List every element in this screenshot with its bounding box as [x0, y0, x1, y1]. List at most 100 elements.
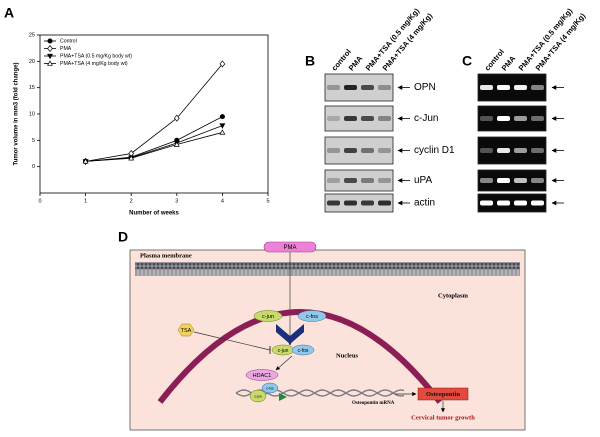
hdac1 — [245, 369, 279, 381]
y-tick-label: 5 — [32, 138, 35, 144]
legend-marker — [46, 60, 54, 66]
marker — [219, 60, 226, 68]
band — [361, 148, 374, 153]
legend-marker — [47, 44, 53, 53]
cjun — [253, 310, 283, 322]
label: Plasma membrane — [140, 252, 192, 259]
band — [361, 85, 374, 90]
cfos — [291, 344, 315, 356]
gel — [477, 105, 547, 132]
band — [378, 178, 391, 183]
label: c-fos — [266, 386, 274, 390]
band — [514, 85, 527, 90]
osteopontin-box — [417, 387, 469, 401]
y-tick-label: 20 — [29, 59, 35, 65]
legend-marker — [47, 38, 53, 44]
tsa-hexagon — [177, 323, 195, 337]
gel — [477, 169, 547, 192]
blot — [324, 193, 394, 213]
y-tick-label: 0 — [32, 164, 35, 170]
row-label: c-Jun — [414, 113, 438, 124]
label: c-fos — [306, 314, 318, 320]
legend-entry: Control — [60, 38, 77, 44]
x-axis-label: Number of weeks — [129, 211, 179, 217]
arrow — [275, 355, 293, 371]
label: HDAC1 — [253, 373, 272, 379]
label: Osteopontin — [426, 391, 460, 398]
band — [480, 148, 493, 153]
band — [327, 178, 340, 183]
band — [344, 85, 357, 90]
y-tick-label: 25 — [29, 32, 35, 38]
band — [497, 200, 510, 206]
y-tick-label: 10 — [29, 111, 35, 117]
label: c-jun — [278, 348, 289, 354]
diagram-frame — [129, 249, 526, 431]
band — [514, 116, 527, 121]
chevron — [276, 324, 304, 344]
band — [361, 200, 374, 206]
y-axis-label: Tumor volume in mm3 (fold change) — [14, 63, 20, 166]
panel-letter: B — [305, 53, 315, 69]
band — [361, 116, 374, 121]
marker — [173, 141, 180, 147]
band — [327, 148, 340, 153]
band — [497, 116, 510, 121]
y-tick-label: 15 — [29, 85, 35, 91]
x-tick-label: 3 — [175, 198, 178, 204]
x-tick-label: 1 — [84, 198, 87, 204]
cfos — [297, 310, 327, 322]
band — [378, 200, 391, 206]
band — [378, 116, 391, 121]
marker — [82, 158, 89, 164]
band — [327, 85, 340, 90]
marker — [219, 123, 226, 129]
nuclear-envelope — [157, 309, 443, 404]
legend-entry: PMA+TSA (0.5 mg/Kg body wt) — [60, 53, 132, 59]
band — [344, 178, 357, 183]
label: c-jun — [254, 394, 262, 398]
label: Osteopontin mRNA — [352, 401, 395, 406]
band — [514, 200, 527, 206]
label: Cervical tumor growth — [411, 414, 475, 421]
band — [327, 116, 340, 121]
row-label: uPA — [414, 175, 432, 186]
band — [531, 148, 544, 153]
panel-letter: D — [118, 229, 128, 245]
label: c-fos — [298, 348, 309, 354]
row-label: actin — [414, 198, 435, 209]
legend-entry: PMA — [60, 46, 72, 52]
marker — [173, 114, 180, 122]
band — [531, 85, 544, 90]
series-line — [85, 125, 223, 162]
marker — [219, 114, 225, 120]
cfos — [261, 382, 279, 394]
band — [531, 200, 544, 206]
band — [497, 148, 510, 153]
band — [378, 148, 391, 153]
band — [497, 178, 510, 183]
x-tick-label: 2 — [130, 198, 133, 204]
marker — [128, 155, 135, 161]
blot — [324, 105, 394, 132]
band — [480, 178, 493, 183]
panel-letter: C — [462, 53, 472, 69]
blot — [324, 169, 394, 192]
label: c-jun — [262, 314, 274, 320]
gel — [477, 193, 547, 213]
band — [480, 200, 493, 206]
cjun — [249, 389, 267, 403]
membrane — [135, 262, 520, 276]
series-line — [85, 132, 223, 162]
band — [514, 148, 527, 153]
series-line — [85, 63, 223, 162]
label: Cytoplasm — [438, 292, 469, 299]
x-tick-label: 0 — [38, 198, 41, 204]
band — [531, 116, 544, 121]
gel — [477, 136, 547, 165]
x-tick-label: 4 — [221, 198, 224, 204]
band — [480, 85, 493, 90]
band — [531, 178, 544, 183]
band — [344, 116, 357, 121]
